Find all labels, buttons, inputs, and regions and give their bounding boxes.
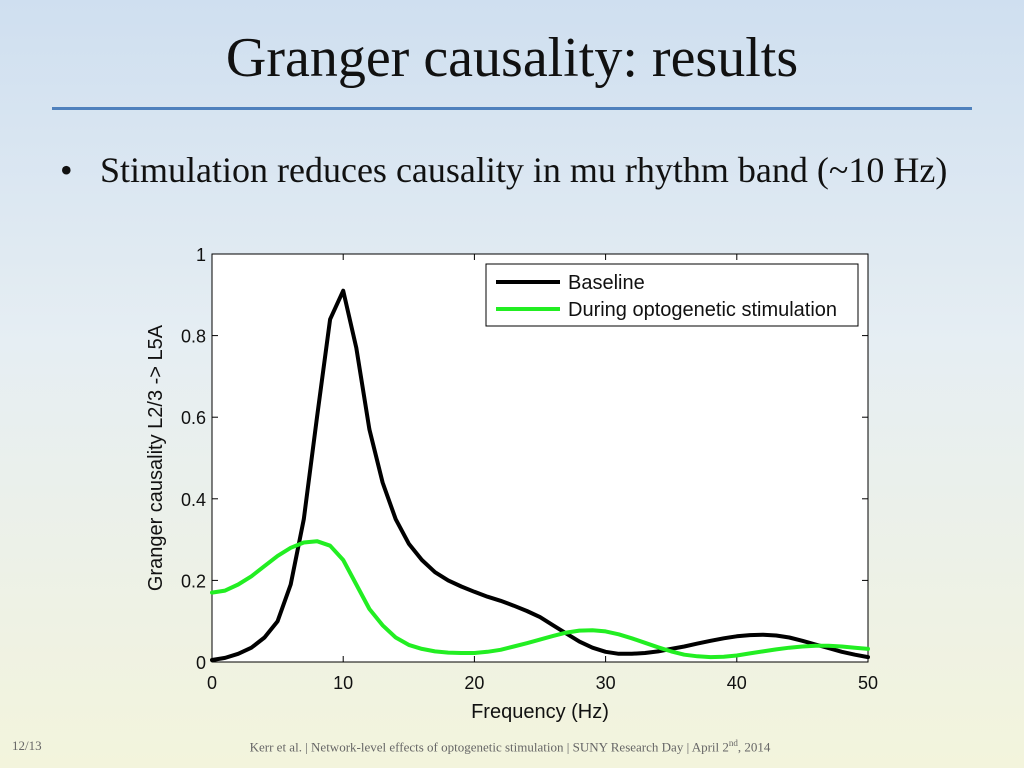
series-layer	[210, 288, 870, 662]
citation-text: Kerr et al. | Network-level effects of o…	[249, 739, 729, 755]
x-tick-label: 50	[858, 673, 878, 693]
y-tick-label: 0	[196, 653, 206, 673]
legend-label-baseline: Baseline	[568, 272, 645, 294]
y-tick-label: 0.8	[181, 327, 206, 347]
y-axis-ticks: 0 0.2 0.4 0.6 0.8 1	[181, 245, 868, 673]
x-axis-ticks: 0 10 20 30 40 50	[207, 254, 878, 693]
slide-title: Granger causality: results	[225, 27, 799, 89]
legend-label-stimulation: During optogenetic stimulation	[568, 299, 837, 321]
y-tick-label: 0.6	[181, 408, 206, 428]
title-divider	[52, 107, 972, 110]
x-tick-label: 10	[333, 673, 353, 693]
citation-year: , 2014	[737, 739, 771, 755]
page-number: 12/13	[12, 738, 42, 753]
y-tick-label: 1	[196, 245, 206, 265]
legend-box	[485, 263, 859, 327]
x-tick-label: 0	[207, 673, 217, 693]
y-tick-label: 0.4	[181, 490, 206, 510]
citation-superscript: nd	[728, 738, 738, 748]
x-tick-label: 20	[464, 673, 484, 693]
bullet-text: Stimulation reduces causality in mu rhyt…	[100, 150, 948, 190]
x-axis-label: Frequency (Hz)	[471, 701, 609, 723]
y-axis-label: Granger causality L2/3 -> L5A	[145, 324, 167, 591]
baseline-series-line	[210, 288, 870, 662]
bullet-icon: •	[60, 150, 73, 190]
x-tick-label: 30	[596, 673, 616, 693]
stimulation-series-line	[210, 539, 870, 660]
citation-footer: Kerr et al. | Network-level effects of o…	[160, 738, 860, 755]
x-tick-label: 40	[727, 673, 747, 693]
y-tick-label: 0.2	[181, 571, 206, 591]
legend: Baseline During optogenetic stimulation	[485, 263, 859, 327]
